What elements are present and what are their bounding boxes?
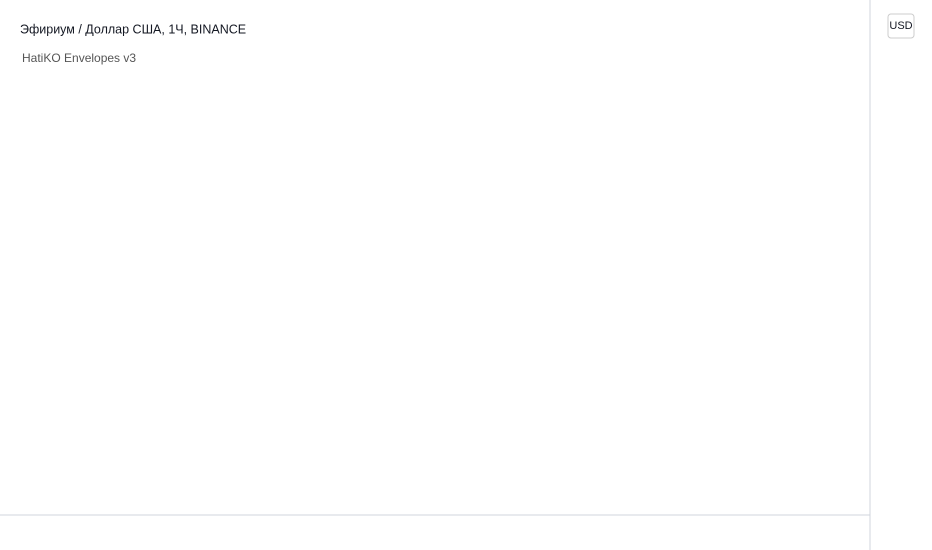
currency-label[interactable]: USD	[889, 20, 912, 32]
currency-button[interactable]	[887, 13, 915, 39]
symbol-title: Эфириум / Доллар США, 1Ч, BINANCE	[20, 22, 246, 36]
indicator-name: HatiKO Envelopes v3	[22, 51, 136, 65]
